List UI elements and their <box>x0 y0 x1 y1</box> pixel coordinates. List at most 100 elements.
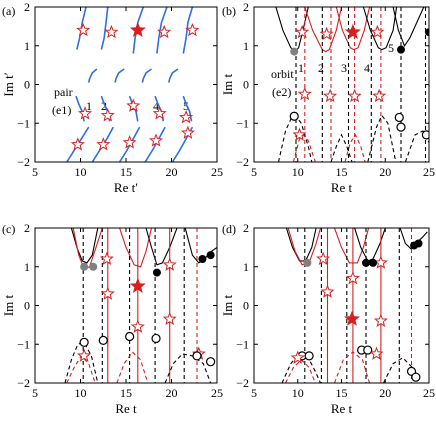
x-tick-label: 25 <box>211 386 223 400</box>
y-tick-label: 2 <box>24 221 30 235</box>
open-circle-marker <box>394 112 404 123</box>
gray-dot-marker <box>80 262 89 271</box>
y-tick-label: −2 <box>17 376 30 390</box>
open-circle-marker <box>125 331 135 342</box>
y-tick-label: 2 <box>243 221 249 235</box>
star-open-marker <box>76 22 91 37</box>
panel-b: (b) orbit (e2) 1 2 3 4 5 5 10 15 20 25 −2 −1 0 1… <box>220 0 435 195</box>
plot-area <box>64 228 217 383</box>
series-line <box>182 7 194 54</box>
plot-frame <box>253 227 430 384</box>
x-tick-label: 5 <box>251 386 257 400</box>
star-open-marker <box>180 125 195 139</box>
star-open-marker <box>347 88 362 103</box>
black-dot-marker <box>369 258 377 267</box>
x-tick-label: 5 <box>32 386 38 400</box>
x-tick-label: 20 <box>379 386 391 400</box>
series-line <box>70 228 99 264</box>
y-tick-label: 1 <box>24 39 30 53</box>
y-tick-label: 2 <box>243 0 249 14</box>
star-open-marker <box>99 251 114 266</box>
panel-c: (c) 5 10 15 20 25 −2 −1 0 1 2 Re t Im t <box>1 221 223 416</box>
star-open-marker <box>345 271 360 285</box>
series-line <box>64 341 99 383</box>
open-circle-marker <box>411 372 421 382</box>
annotation-orbit: orbit <box>271 67 294 81</box>
star-open-marker <box>320 284 335 298</box>
x-tick-label: 10 <box>292 386 304 400</box>
series-line <box>116 351 149 383</box>
y-tick-label: 1 <box>243 39 249 53</box>
star-open-marker <box>104 24 119 39</box>
series-line <box>164 353 212 383</box>
black-dot-marker <box>397 45 405 54</box>
series-line <box>333 228 370 264</box>
annotation-b-4: 4 <box>364 61 370 75</box>
x-tick-label: 10 <box>75 386 87 400</box>
y-tick-label: −2 <box>236 376 249 390</box>
open-circle-marker <box>192 351 202 361</box>
star-open-marker <box>372 88 387 103</box>
y-tick-label: −1 <box>17 337 30 351</box>
series-line <box>392 7 425 47</box>
open-circle-marker <box>396 122 406 132</box>
annotation-e1: (e1) <box>52 103 71 117</box>
annotation-b-3: 3 <box>341 61 347 75</box>
panel-a: (a) pair (e1) 1 2 3 4 5 510152025−2−1012… <box>1 0 223 195</box>
series-line <box>285 228 317 262</box>
panel-label-a: (a) <box>2 4 15 18</box>
y-axis-label: Im t′ <box>1 72 16 96</box>
x-tick-label: 10 <box>292 165 304 179</box>
y-tick-label: 0 <box>24 78 30 92</box>
x-tick-label: 10 <box>75 165 87 179</box>
panel-label-c: (c) <box>2 222 15 236</box>
open-circle-marker <box>421 130 429 140</box>
x-tick-label: 20 <box>166 386 178 400</box>
black-dot-marker <box>414 239 423 248</box>
series-line <box>114 68 125 83</box>
x-tick-label: 25 <box>211 165 223 179</box>
black-dot-marker <box>206 251 215 260</box>
series-line <box>335 7 371 51</box>
series-line <box>362 7 398 51</box>
star-open-marker <box>148 133 163 147</box>
y-tick-label: −2 <box>17 155 30 169</box>
star-open-marker <box>297 86 312 101</box>
y-axis-label: Im t <box>1 294 16 316</box>
x-axis-label: Re t′ <box>114 180 138 195</box>
panel-d: (d) 5 10 15 20 25 −2 −1 0 1 2 Re t Im t <box>220 221 435 416</box>
annotation-b-2: 2 <box>318 61 324 75</box>
star-open-marker <box>292 127 307 141</box>
star-open-marker <box>100 108 115 122</box>
y-tick-label: −1 <box>236 337 249 351</box>
series-line <box>100 7 109 50</box>
star-open-marker <box>157 24 172 39</box>
x-axis-label: Re t <box>331 180 353 195</box>
star-open-marker <box>373 255 388 269</box>
series-line <box>144 126 166 162</box>
open-circle-marker <box>79 337 89 347</box>
x-tick-label: 20 <box>379 165 391 179</box>
y-tick-label: −2 <box>236 155 249 169</box>
series-line <box>304 7 343 53</box>
x-tick-label: 5 <box>251 165 257 179</box>
star-open-marker <box>290 350 305 364</box>
series-line <box>330 133 353 162</box>
star-filled-marker <box>344 23 361 40</box>
x-tick-label: 15 <box>336 165 348 179</box>
gray-dot-marker <box>89 262 98 271</box>
series-line <box>344 133 366 162</box>
plot-area <box>275 7 429 162</box>
y-tick-label: 0 <box>24 299 30 313</box>
star-open-marker <box>122 135 137 149</box>
y-tick-label: 1 <box>243 260 249 274</box>
open-circle-marker <box>363 345 373 355</box>
star-open-marker <box>295 24 310 39</box>
open-circle-marker <box>151 333 161 344</box>
annotation-pair: pair <box>54 85 73 99</box>
x-tick-label: 15 <box>336 386 348 400</box>
series-line <box>168 68 179 83</box>
x-tick-label: 25 <box>423 165 435 179</box>
annotation-5: 5 <box>183 99 189 113</box>
star-open-marker <box>316 251 331 266</box>
